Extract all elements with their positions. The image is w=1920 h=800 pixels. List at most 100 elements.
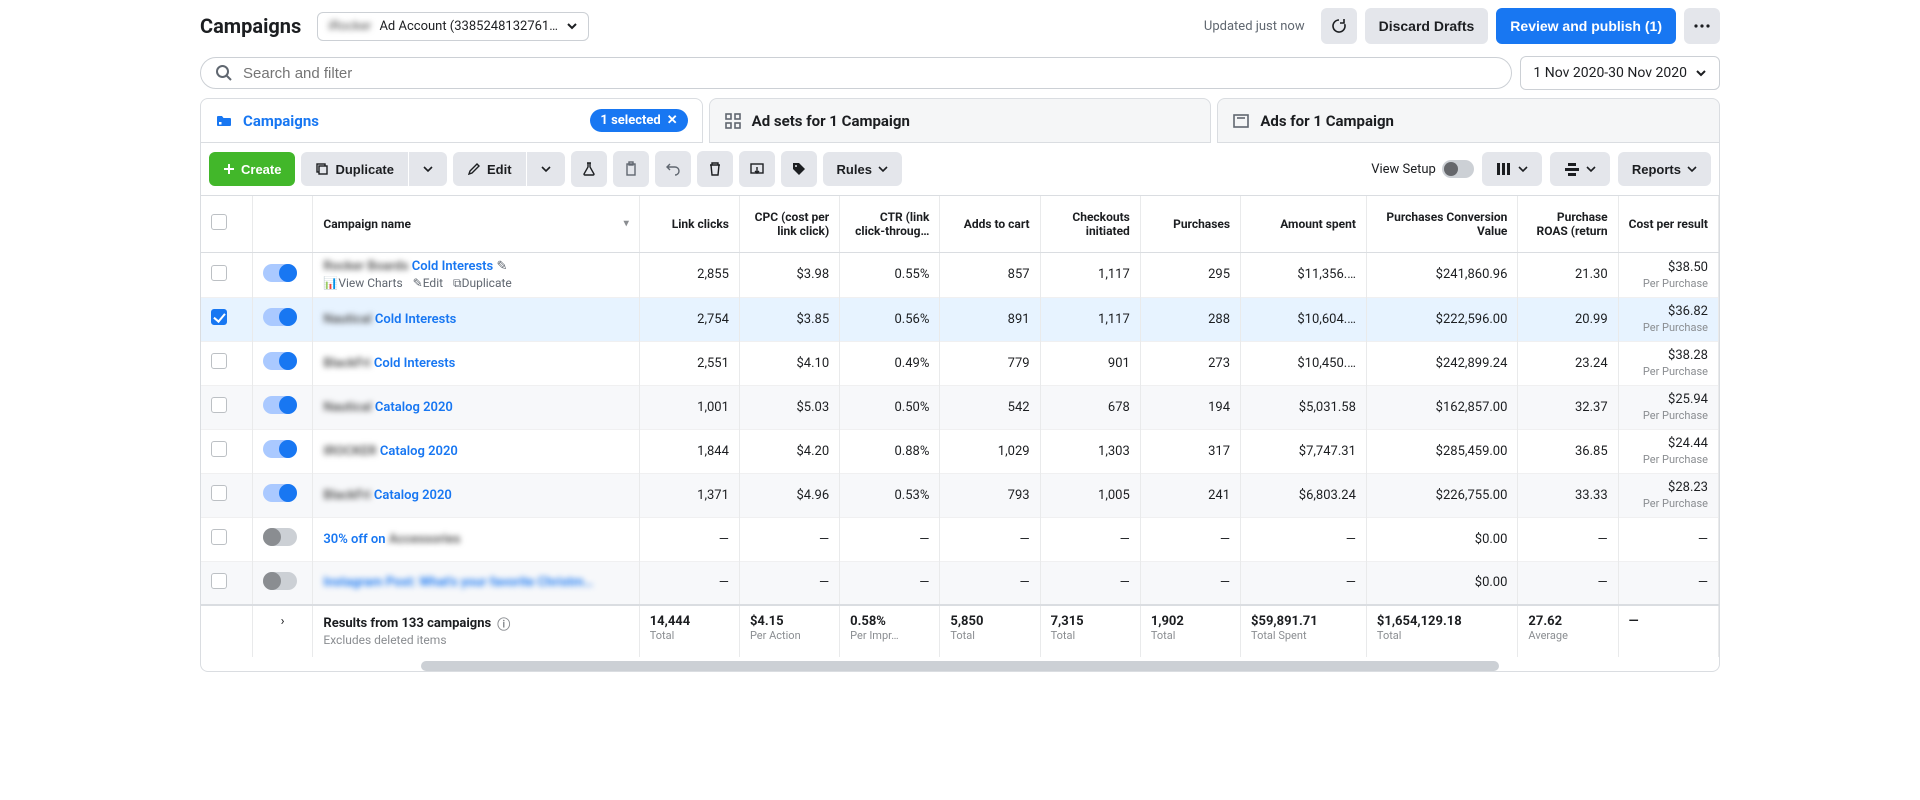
undo-button[interactable] [655, 151, 691, 187]
col-checkbox[interactable] [201, 196, 252, 252]
tab-campaigns[interactable]: Campaigns 1 selected ✕ [200, 98, 703, 143]
row-toggle[interactable] [263, 308, 297, 326]
discard-drafts-button[interactable]: Discard Drafts [1365, 8, 1489, 44]
edit-dropdown[interactable] [527, 152, 565, 186]
col-purchases[interactable]: Purchases [1140, 196, 1240, 252]
campaign-name[interactable]: Rocker Boards Cold Interests [323, 259, 493, 274]
row-toggle[interactable] [263, 396, 297, 414]
rules-button[interactable]: Rules [823, 152, 902, 186]
row-checkbox[interactable] [211, 265, 227, 281]
col-roas[interactable]: Purchase ROAS (return [1518, 196, 1618, 252]
view-setup-label: View Setup [1371, 162, 1436, 177]
table-row[interactable]: Nautical Catalog 2020 1,001 $5.03 0.50% … [201, 385, 1719, 429]
columns-button[interactable] [1482, 152, 1542, 186]
chevron-right-icon[interactable]: › [281, 614, 285, 629]
cell-purchases: 295 [1140, 252, 1240, 297]
edit-button[interactable]: Edit [453, 152, 526, 186]
col-checkouts[interactable]: Checkouts initiated [1040, 196, 1140, 252]
campaign-name[interactable]: 30% off on Accessories [323, 532, 460, 547]
tab-adsets[interactable]: Ad sets for 1 Campaign [709, 98, 1212, 143]
delete-button[interactable] [697, 151, 733, 187]
tab-ads[interactable]: Ads for 1 Campaign [1217, 98, 1720, 143]
row-toggle[interactable] [263, 440, 297, 458]
date-range-picker[interactable]: 1 Nov 2020-30 Nov 2020 [1520, 56, 1720, 90]
tag-button[interactable] [781, 151, 817, 187]
row-checkbox[interactable] [211, 529, 227, 545]
selected-pill[interactable]: 1 selected ✕ [590, 109, 687, 132]
cell-spent: $11,356.… [1241, 252, 1367, 297]
col-name[interactable]: Campaign name ▾ [313, 196, 639, 252]
view-setup-toggle[interactable]: View Setup [1371, 160, 1474, 178]
row-toggle[interactable] [263, 572, 297, 590]
col-link-clicks[interactable]: Link clicks [639, 196, 739, 252]
row-toggle[interactable] [263, 484, 297, 502]
campaign-name[interactable]: BlackFri Catalog 2020 [323, 488, 451, 503]
cell-cpc: $4.20 [739, 429, 839, 473]
chevron-down-icon [1695, 67, 1707, 79]
cell-spent: — [1241, 561, 1367, 605]
clipboard-button[interactable] [613, 151, 649, 187]
cell-purchases: — [1140, 517, 1240, 561]
export-button[interactable] [739, 151, 775, 187]
col-ctr[interactable]: CTR (link click-throug… [840, 196, 940, 252]
view-charts-action[interactable]: 📊View Charts [323, 276, 402, 291]
table-scroll[interactable]: Campaign name ▾ Link clicks CPC (cost pe… [201, 196, 1719, 657]
row-checkbox[interactable] [211, 485, 227, 501]
refresh-button[interactable] [1321, 8, 1357, 44]
row-checkbox[interactable] [211, 573, 227, 589]
row-toggle[interactable] [263, 264, 297, 282]
table-row[interactable]: Rocker Boards Cold Interests ✎ 📊View Cha… [201, 252, 1719, 297]
col-atc[interactable]: Adds to cart [940, 196, 1040, 252]
table-row[interactable]: Instagram Post: What's your favorite Chr… [201, 561, 1719, 605]
campaign-name[interactable]: Nautical Catalog 2020 [323, 400, 452, 415]
sort-icon: ▾ [624, 218, 629, 229]
cell-atc: 857 [940, 252, 1040, 297]
breakdown-button[interactable] [1550, 152, 1610, 186]
edit-action[interactable]: ✎Edit [413, 276, 443, 291]
cell-purchases: 241 [1140, 473, 1240, 517]
col-cpp[interactable]: Cost per result [1618, 196, 1718, 252]
account-selector[interactable]: iRocker Ad Account (3385248132761… [317, 12, 589, 41]
row-checkbox[interactable] [211, 441, 227, 457]
campaign-name[interactable]: BlackFri Cold Interests [323, 356, 455, 371]
row-toggle[interactable] [263, 352, 297, 370]
table-row[interactable]: 30% off on Accessories — — — — — — — $0.… [201, 517, 1719, 561]
search-input[interactable] [243, 65, 1497, 82]
info-icon[interactable]: ⓘ [497, 614, 510, 633]
cell-atc: 793 [940, 473, 1040, 517]
cell-conv-value: $222,596.00 [1366, 297, 1518, 341]
campaign-name[interactable]: IROCKER Catalog 2020 [323, 444, 457, 459]
create-button[interactable]: Create [209, 152, 295, 186]
table-row[interactable]: BlackFri Cold Interests 2,551 $4.10 0.49… [201, 341, 1719, 385]
cell-ctr: 0.88% [840, 429, 940, 473]
chevron-down-icon [1518, 164, 1528, 174]
duplicate-action[interactable]: ⧉Duplicate [453, 276, 512, 291]
more-button[interactable] [1684, 8, 1720, 44]
table-row[interactable]: Nautical Cold Interests 2,754 $3.85 0.56… [201, 297, 1719, 341]
row-checkbox[interactable] [211, 309, 227, 325]
tab-label: Ad sets for 1 Campaign [752, 112, 910, 130]
review-publish-button[interactable]: Review and publish (1) [1496, 8, 1676, 44]
search-box[interactable] [200, 57, 1512, 89]
duplicate-dropdown[interactable] [409, 152, 447, 186]
reports-button[interactable]: Reports [1618, 152, 1711, 186]
row-toggle[interactable] [263, 528, 297, 546]
row-checkbox[interactable] [211, 353, 227, 369]
col-conv-value[interactable]: Purchases Conversion Value [1366, 196, 1518, 252]
cell-roas: 21.30 [1518, 252, 1618, 297]
rules-label: Rules [837, 162, 872, 177]
table-row[interactable]: IROCKER Catalog 2020 1,844 $4.20 0.88% 1… [201, 429, 1719, 473]
table-row[interactable]: BlackFri Catalog 2020 1,371 $4.96 0.53% … [201, 473, 1719, 517]
horizontal-scrollbar[interactable] [421, 661, 1499, 671]
campaign-name[interactable]: Nautical Cold Interests [323, 312, 456, 327]
cell-spent: — [1241, 517, 1367, 561]
campaign-name[interactable]: Instagram Post: What's your favorite Chr… [323, 575, 593, 590]
pencil-icon[interactable]: ✎ [496, 259, 507, 274]
ab-test-button[interactable] [571, 151, 607, 187]
col-cpc[interactable]: CPC (cost per link click) [739, 196, 839, 252]
cell-ctr: 0.49% [840, 341, 940, 385]
row-checkbox[interactable] [211, 397, 227, 413]
duplicate-button[interactable]: Duplicate [301, 152, 408, 186]
close-icon[interactable]: ✕ [667, 113, 678, 128]
col-spent[interactable]: Amount spent [1241, 196, 1367, 252]
